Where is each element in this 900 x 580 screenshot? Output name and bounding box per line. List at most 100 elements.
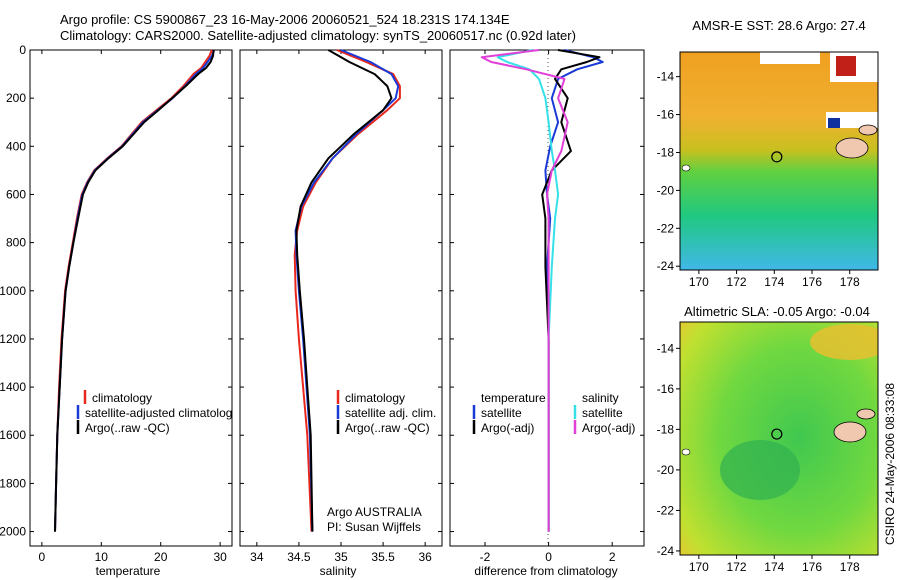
lat-tick-label: -20 <box>657 463 675 477</box>
figure-title-line-2: Climatology: CARS2000. Satellite-adjuste… <box>60 28 576 43</box>
series-line-argo-raw-qc- <box>54 49 215 532</box>
argo-country-annotation: Argo AUSTRALIA <box>327 505 422 519</box>
lat-tick-label: -24 <box>657 544 675 558</box>
y-tick-label: 1800 <box>0 476 26 490</box>
legend-item-argo: Argo(..raw -QC) <box>345 421 430 435</box>
sst-cold-pixel <box>828 118 840 128</box>
credit-timestamp: CSIRO 24-May-2006 08:33:08 <box>883 383 897 545</box>
lon-tick-label: 178 <box>840 560 860 574</box>
lon-tick-label: 170 <box>689 560 709 574</box>
x-tick-label: 10 <box>95 550 109 564</box>
legend-item-sal-satellite: satellite <box>582 406 623 420</box>
x-tick-label: 20 <box>154 550 168 564</box>
legend-item-satellite-adj: satellite adj. clim. <box>345 406 436 420</box>
x-tick-label: 35 <box>334 550 348 564</box>
difference-x-ticks: -2 0 2 <box>480 50 616 564</box>
salinity-panel: 34 34.5 35 35.5 36 salinity climatology sate… <box>239 49 443 578</box>
x-tick-label: -2 <box>480 550 491 564</box>
lon-tick-label: 176 <box>802 560 822 574</box>
figure-title-line-1: Argo profile: CS 5900867_23 16-May-2006 … <box>60 12 510 27</box>
sla-map-title: Altimetric SLA: -0.05 Argo: -0.04 <box>684 304 870 319</box>
series-line-argo-raw-qc- <box>295 49 393 532</box>
x-tick-label: 34 <box>250 550 264 564</box>
fiji-island-outline <box>833 421 867 443</box>
lat-tick-label: -16 <box>657 108 675 122</box>
lon-tick-label: 172 <box>727 275 747 289</box>
lat-tick-label: -16 <box>657 382 675 396</box>
sst-map-panel: AMSR-E SST: 28.6 Argo: 27.4 -14 -16 -18 -20… <box>657 18 879 289</box>
sst-lon-ticks: 170 172 174 176 178 <box>689 270 860 289</box>
lat-tick-label: -14 <box>657 341 675 355</box>
temperature-panel: 0 200 400 600 800 1000 1200 1400 1600 1800 2000 0 1… <box>0 43 233 578</box>
sst-missing-data <box>760 52 820 64</box>
legend-item-climatology: climatology <box>345 391 405 405</box>
legend-item-argo: Argo(..raw -QC) <box>85 421 170 435</box>
lon-tick-label: 172 <box>727 560 747 574</box>
x-tick-label: 35.5 <box>371 550 395 564</box>
sla-lon-ticks: 170 172 174 176 178 <box>689 555 860 574</box>
x-tick-label: 36 <box>418 550 432 564</box>
y-tick-label: 1000 <box>0 284 26 298</box>
y-tick-label: 1400 <box>0 380 26 394</box>
x-tick-label: 0 <box>545 550 552 564</box>
x-tick-label: 0 <box>39 550 46 564</box>
series-line-climatology <box>293 49 401 532</box>
lat-tick-label: -18 <box>657 145 675 159</box>
island-outline <box>681 164 691 172</box>
sst-lat-ticks: -14 -16 -18 -20 -22 -24 <box>657 70 680 273</box>
fiji-island-outline <box>835 137 869 159</box>
y-tick-label: 1600 <box>0 428 26 442</box>
lat-tick-label: -22 <box>657 221 675 235</box>
salinity-x-label: salinity <box>320 564 357 578</box>
lat-tick-label: -20 <box>657 183 675 197</box>
lon-tick-label: 178 <box>840 275 860 289</box>
series-line-salinity-satellite <box>496 49 560 532</box>
salinity-y-ticks <box>240 49 442 533</box>
lat-tick-label: -14 <box>657 70 675 84</box>
y-tick-label: 1200 <box>0 332 26 346</box>
salinity-series <box>293 49 401 532</box>
temperature-legend: climatology satellite-adjusted climatolo… <box>76 390 232 435</box>
salinity-legend: climatology satellite adj. clim. Argo(..… <box>336 390 436 435</box>
lon-tick-label: 170 <box>689 275 709 289</box>
lat-tick-label: -24 <box>657 259 675 273</box>
sst-warm-spot <box>836 56 856 76</box>
salinity-x-ticks: 34 34.5 35 35.5 36 <box>250 50 432 564</box>
sst-map-frame <box>679 51 879 271</box>
lon-tick-label: 174 <box>764 275 784 289</box>
y-tick-label: 800 <box>6 236 26 250</box>
sla-field <box>680 322 878 555</box>
temperature-axes-box <box>29 49 233 547</box>
y-tick-label: 400 <box>6 139 26 153</box>
series-line-temperature-argo-adj- <box>541 49 601 532</box>
island-outline <box>681 448 691 456</box>
difference-panel: -2 0 2 difference from climatology tempera… <box>449 49 645 578</box>
temperature-x-label: temperature <box>96 564 161 578</box>
legend-item-satellite-adjusted: satellite-adjusted climatolog <box>85 406 232 420</box>
argo-pi-annotation: PI: Susan Wijffels <box>327 520 421 534</box>
temperature-series <box>54 49 216 532</box>
lon-tick-label: 176 <box>802 275 822 289</box>
legend-item-temp-satellite: satellite <box>481 406 522 420</box>
legend-title-salinity: salinity <box>582 391 619 405</box>
sla-low-region <box>720 440 800 500</box>
island-outline <box>856 408 876 420</box>
legend-item-sal-argo: Argo(-adj) <box>582 421 635 435</box>
island-outline <box>858 124 878 136</box>
y-tick-label: 0 <box>19 43 26 57</box>
sla-high-region <box>810 324 878 360</box>
y-tick-label: 600 <box>6 187 26 201</box>
legend-item-temp-argo: Argo(-adj) <box>481 421 534 435</box>
argo-profile-location-marker <box>771 151 783 163</box>
lat-tick-label: -22 <box>657 503 675 517</box>
salinity-axes-box <box>239 49 443 547</box>
sla-map-panel: Altimetric SLA: -0.05 Argo: -0.04 -14 -16… <box>657 304 879 574</box>
difference-x-label: difference from climatology <box>474 564 617 578</box>
x-tick-label: 2 <box>609 550 616 564</box>
legend-item-climatology: climatology <box>92 391 152 405</box>
y-tick-label: 200 <box>6 91 26 105</box>
difference-y-ticks <box>450 49 644 533</box>
lon-tick-label: 174 <box>764 560 784 574</box>
series-line-salinity-argo-adj- <box>480 49 569 532</box>
argo-profile-location-marker <box>771 428 783 440</box>
